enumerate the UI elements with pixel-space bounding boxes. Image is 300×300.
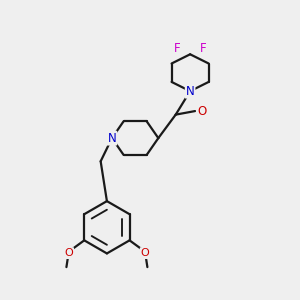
Text: O: O: [197, 105, 206, 118]
Text: F: F: [173, 42, 180, 56]
Text: F: F: [200, 42, 207, 56]
Text: O: O: [64, 248, 73, 258]
Text: N: N: [108, 132, 116, 145]
Text: N: N: [186, 85, 194, 98]
Text: O: O: [141, 248, 149, 258]
